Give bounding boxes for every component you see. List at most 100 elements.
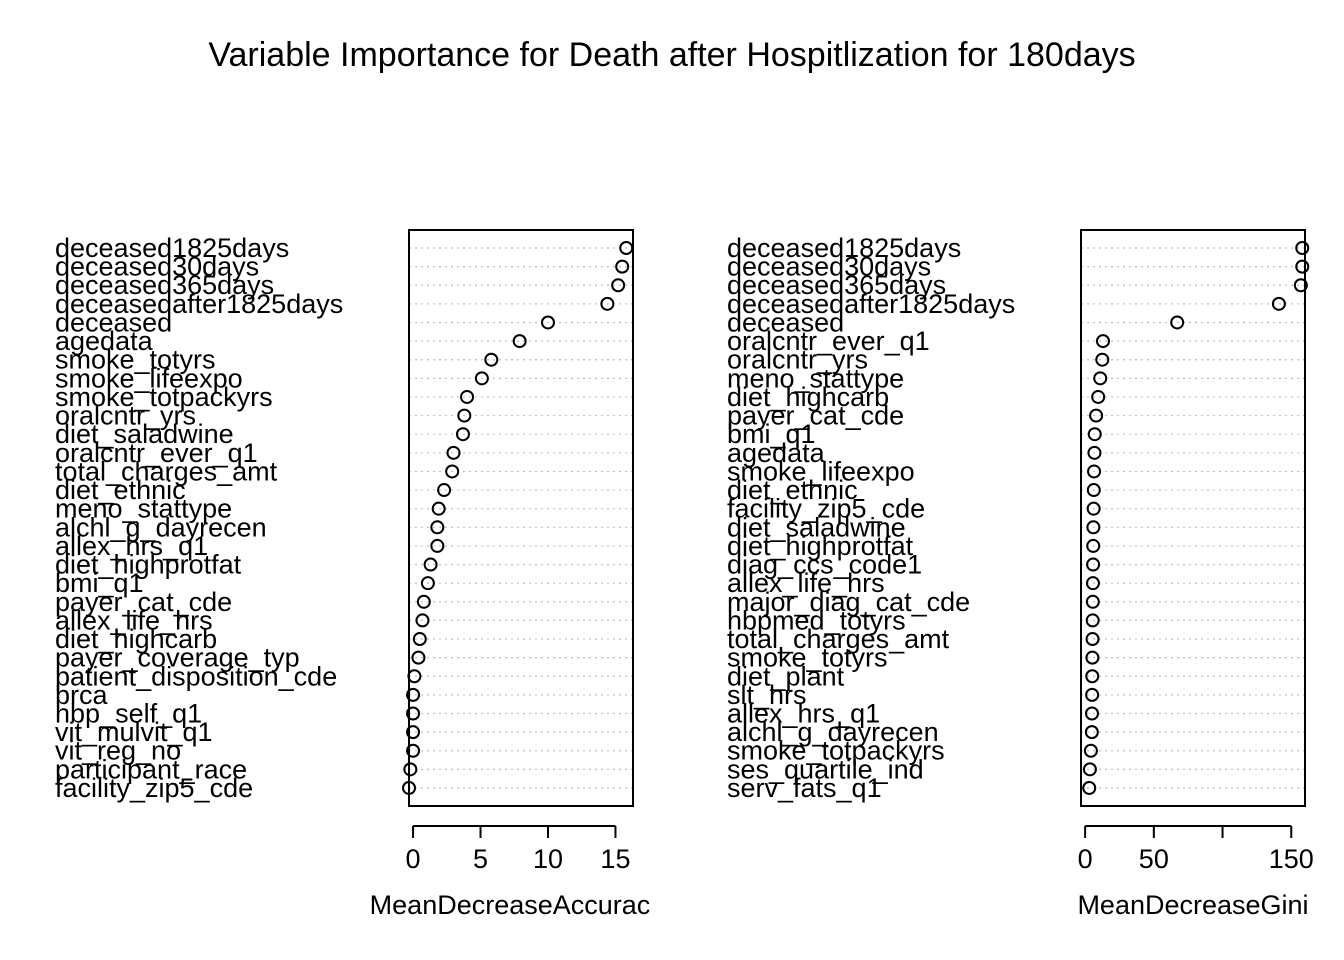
data-point xyxy=(403,762,418,777)
row-label: diet_plant xyxy=(727,661,845,691)
data-point xyxy=(1086,483,1101,498)
data-point xyxy=(423,557,438,572)
row-label: diet_highprotfat xyxy=(55,550,242,580)
row-label: total_charges_amt xyxy=(55,456,278,486)
row-label: brca xyxy=(55,680,109,710)
data-point xyxy=(430,538,445,553)
data-point xyxy=(1095,352,1110,367)
data-point xyxy=(446,445,461,460)
data-point xyxy=(1086,520,1101,535)
row-label: smoke_totyrs xyxy=(727,643,888,673)
row-label: ses_quartile_ind xyxy=(727,754,924,784)
data-point xyxy=(411,650,426,665)
row-label: smoke_lifeexpo xyxy=(727,456,915,486)
data-point xyxy=(1091,389,1106,404)
plot-frame xyxy=(1080,229,1306,807)
data-point xyxy=(416,594,431,609)
row-label: deceased365days xyxy=(727,270,946,300)
row-label: payer_cat_cde xyxy=(55,587,232,617)
row-label: deceased365days xyxy=(55,270,274,300)
row-label: oralcntr_ever_q1 xyxy=(55,438,258,468)
data-point xyxy=(1086,538,1101,553)
row-label: alchl_g_dayrecen xyxy=(727,717,939,747)
row-label: diet_highcarb xyxy=(727,382,889,412)
row-label: bmi_q1 xyxy=(727,419,816,449)
row-label: smoke_totpackyrs xyxy=(727,736,945,766)
data-point xyxy=(512,334,527,349)
row-label: deceased1825days xyxy=(55,233,289,263)
data-point xyxy=(415,613,430,628)
data-point xyxy=(1087,427,1102,442)
row-label: meno_stattype xyxy=(55,494,232,524)
row-label: agedata xyxy=(727,438,826,468)
row-label: deceasedafter1825days xyxy=(55,289,343,319)
x-tick-label: 50 xyxy=(1139,844,1169,874)
data-point xyxy=(1086,557,1101,572)
row-label: vit_reg_no xyxy=(55,736,181,766)
row-label: facility_zip5_cde xyxy=(727,494,925,524)
data-point xyxy=(600,296,615,311)
row-label: diet_ethnic xyxy=(727,475,858,505)
data-point xyxy=(1093,371,1108,386)
row-label: allex_life_hrs xyxy=(727,568,885,598)
data-point xyxy=(1082,780,1097,795)
data-point xyxy=(457,408,472,423)
data-point xyxy=(420,576,435,591)
data-point xyxy=(1271,296,1286,311)
data-point xyxy=(1295,241,1310,255)
row-label: deceased xyxy=(55,307,172,337)
row-label: deceased xyxy=(727,307,844,337)
data-point xyxy=(1082,762,1097,777)
data-point xyxy=(484,352,499,367)
row-label: oralcntr_yrs xyxy=(55,401,196,431)
data-point xyxy=(1083,743,1098,758)
data-point xyxy=(1086,501,1101,516)
row-label: patient_disposition_cde xyxy=(55,661,337,691)
data-point xyxy=(430,520,445,535)
data-point xyxy=(1293,278,1308,293)
plot-frame xyxy=(408,229,634,807)
row-label: deceased1825days xyxy=(727,233,961,263)
data-point xyxy=(1085,632,1100,647)
data-point xyxy=(412,632,427,647)
row-label: bmi_q1 xyxy=(55,568,144,598)
row-label: diag_ccs_code1 xyxy=(727,550,922,580)
row-label: serv_fats_q1 xyxy=(727,773,882,803)
data-point xyxy=(1089,408,1104,423)
row-label: participant_race xyxy=(55,754,247,784)
data-point xyxy=(1084,706,1099,721)
row-label: hbpmed_totyrs xyxy=(727,605,906,635)
data-point xyxy=(437,483,452,498)
row-label: allex_life_hrs xyxy=(55,605,213,635)
row-label: deceased30days xyxy=(55,252,259,282)
data-point xyxy=(406,687,421,702)
data-point xyxy=(406,743,421,758)
x-tick-label: 15 xyxy=(600,844,630,874)
x-axis-label: MeanDecreaseGini xyxy=(1077,890,1308,920)
row-label: diet_saladwine xyxy=(727,512,906,542)
x-tick-label: 0 xyxy=(406,844,421,874)
data-point xyxy=(455,427,470,442)
chart-title: Variable Importance for Death after Hosp… xyxy=(208,36,1136,74)
data-point xyxy=(431,501,446,516)
x-tick-label: 150 xyxy=(1269,844,1314,874)
data-point xyxy=(1087,445,1102,460)
row-label: facility_zip5_cde xyxy=(55,773,253,803)
data-point xyxy=(445,464,460,479)
row-label: allex_hrs_q1 xyxy=(55,531,208,561)
data-point xyxy=(1295,259,1310,274)
row-label: diet_saladwine xyxy=(55,419,234,449)
row-label: payer_cat_cde xyxy=(727,401,904,431)
row-label: smoke_totyrs xyxy=(55,345,216,375)
row-label: oralcntr_yrs xyxy=(727,345,868,375)
row-label: slt_hrs xyxy=(727,680,807,710)
data-point xyxy=(1084,725,1099,740)
x-tick-label: 10 xyxy=(533,844,563,874)
row-label: major_diag_cat_cde xyxy=(727,587,970,617)
row-label: smoke_lifeexpo xyxy=(55,363,243,393)
data-point xyxy=(1087,464,1102,479)
row-label: smoke_totpackyrs xyxy=(55,382,273,412)
row-label: diet_highcarb xyxy=(55,624,217,654)
data-point xyxy=(1085,576,1100,591)
